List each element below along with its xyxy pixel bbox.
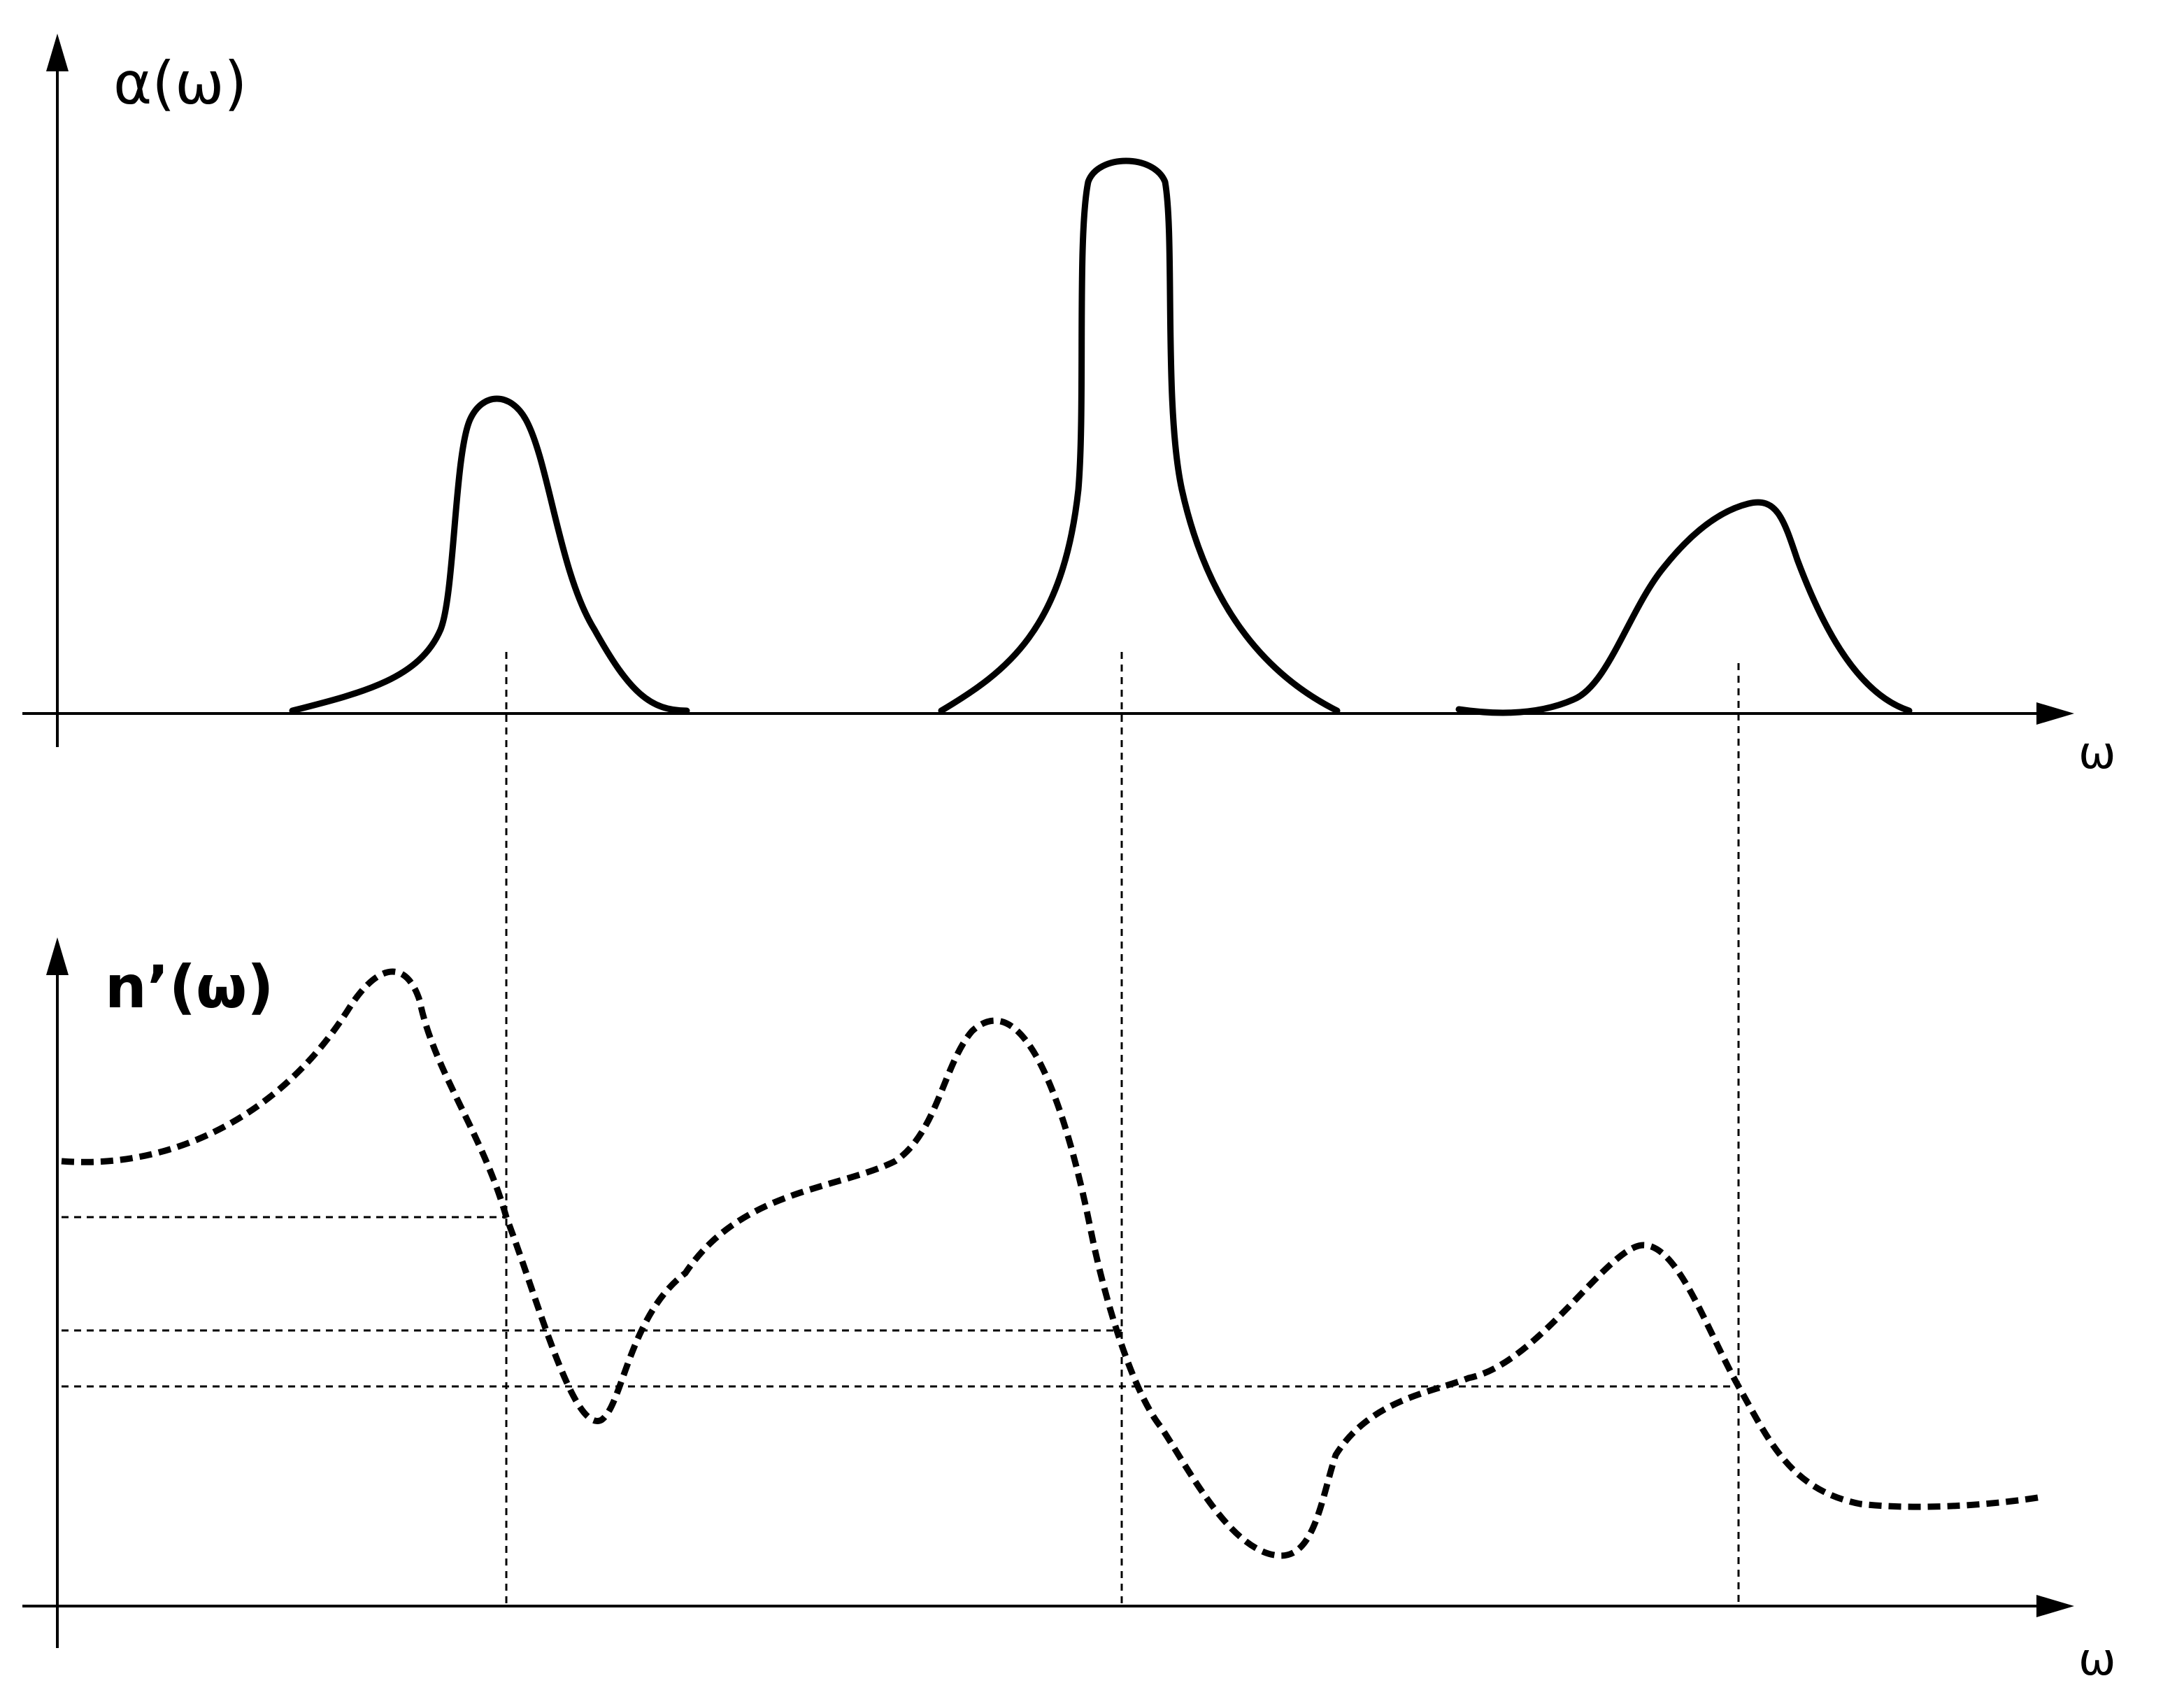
top-x-arrow-icon [2036, 702, 2074, 725]
top-y-label: α(ω) [113, 49, 247, 118]
top-x-label: ω [2078, 727, 2116, 779]
bottom-y-arrow-icon [46, 937, 69, 975]
bottom-x-label: ω [2078, 1634, 2116, 1686]
absorption-peak-2 [938, 157, 1341, 714]
absorption-peak-1 [289, 395, 690, 714]
bottom-x-arrow-icon [2036, 1595, 2074, 1617]
bottom-y-label: n’(ω) [105, 953, 274, 1021]
dispersion-curve [61, 968, 2043, 1559]
top-y-arrow-icon [46, 34, 69, 71]
absorption-peak-3 [1455, 499, 1913, 716]
top-panel: α(ω) ω [22, 34, 2116, 1605]
bottom-panel: n’(ω) ω [22, 937, 2116, 1686]
